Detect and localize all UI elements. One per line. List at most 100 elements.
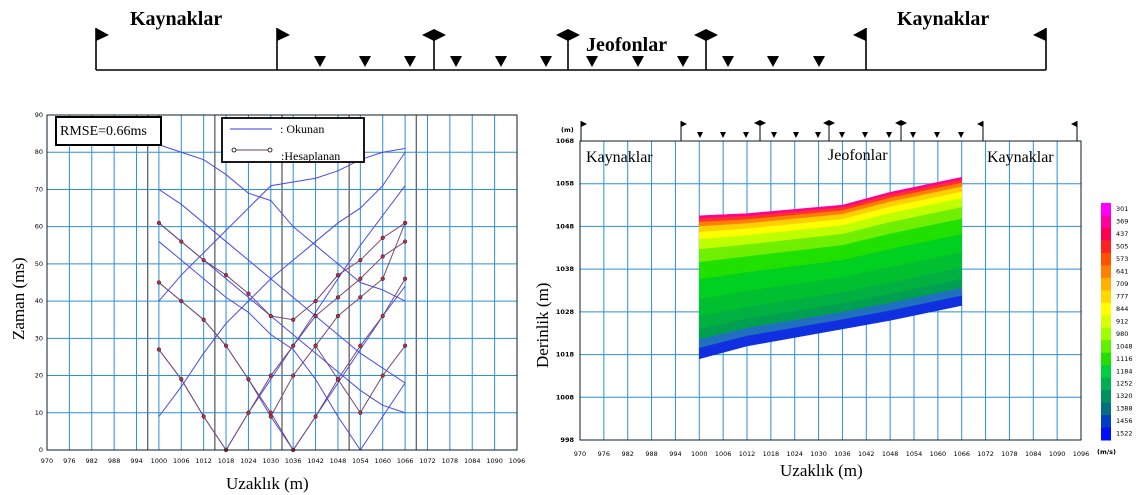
calculated-point — [268, 373, 273, 378]
left-xtick-label: 1024 — [240, 457, 257, 465]
calculated-point — [380, 254, 385, 259]
colorbar-label: 980 — [1116, 330, 1128, 338]
geophone-triangle-icon — [839, 132, 845, 138]
right-xtick-label: 1000 — [691, 450, 708, 458]
calculated-point — [291, 343, 296, 348]
geophone-triangle-icon — [697, 132, 703, 138]
calculated-point — [268, 414, 273, 419]
right-ytick-label: 1028 — [556, 308, 575, 316]
colorbar-label: 844 — [1116, 305, 1128, 313]
colorbar-label: 437 — [1116, 230, 1128, 238]
geophone-triangle-icon — [958, 132, 964, 138]
calculated-point — [179, 239, 184, 244]
right-xtick-label: 1030 — [810, 450, 827, 458]
geophone-triangle-icon — [743, 132, 749, 138]
velocity-band — [699, 295, 962, 360]
right-ytick-label: 1068 — [556, 137, 575, 145]
calculated-point — [358, 258, 363, 263]
source-flag-icon — [277, 28, 290, 41]
left-xtick-label: 1084 — [464, 457, 481, 465]
right-xtick-label: 982 — [622, 450, 634, 458]
left-ytick-label: 40 — [35, 297, 43, 305]
calculated-point — [335, 272, 341, 278]
colorbar-label: 1184 — [1116, 367, 1133, 375]
right-xtick-label: 1012 — [739, 450, 756, 458]
colorbar-label: 301 — [1116, 205, 1128, 213]
left-xtick-label: 1096 — [509, 457, 526, 465]
right-xtick-label: 1096 — [1073, 450, 1090, 458]
observed-series-line — [158, 151, 406, 417]
geophone-triangle-icon — [586, 56, 598, 67]
right-xtick-label: 976 — [598, 450, 610, 458]
right-geophones: Jeofonlar — [828, 147, 888, 164]
legend-box — [221, 117, 365, 163]
left-xtick-label: 1018 — [218, 457, 235, 465]
colorbar-label: 1320 — [1116, 392, 1133, 400]
calculated-point — [268, 313, 273, 319]
colorbar-swatch — [1101, 340, 1111, 354]
left-ytick-label: 20 — [35, 372, 43, 380]
geophone-triangle-icon — [886, 132, 892, 138]
colorbar-label: 369 — [1116, 218, 1128, 226]
left-xtick-label: 1042 — [307, 457, 324, 465]
colorbar-swatch — [1101, 203, 1111, 216]
calculated-point — [313, 299, 318, 304]
left-xtick-label: 1000 — [151, 457, 168, 465]
geophone-triangle-icon — [910, 132, 916, 138]
right-xtick-label: 970 — [574, 450, 586, 458]
colorbar-swatch — [1101, 377, 1111, 391]
geophone-triangle-icon — [632, 56, 644, 67]
top-symbols — [95, 28, 1047, 70]
colorbar-swatch — [1101, 290, 1111, 304]
left-xtick-label: 1030 — [263, 457, 280, 465]
colorbar-swatch — [1101, 352, 1111, 366]
traveltime-chart: 970 976 982 988 994 1000 1006 1012 1018 1024 1030 1… — [9, 111, 525, 493]
right-xtick-label: 1054 — [906, 450, 923, 458]
colorbar-swatch — [1101, 227, 1111, 241]
legend-calculated: :Hesaplanan — [281, 149, 340, 163]
right-xtick-label: 1042 — [858, 450, 875, 458]
left-xtick-label: 976 — [63, 457, 75, 465]
right-xtick-label: 1084 — [1025, 450, 1042, 458]
geophone-triangle-icon — [771, 132, 777, 138]
source-diamond-icon — [694, 29, 718, 41]
left-ytick-label: 50 — [35, 260, 43, 268]
calculated-point — [156, 220, 162, 226]
calculated-point — [358, 295, 363, 300]
legend-calc-marker-left — [231, 147, 237, 153]
source-flag-icon — [1071, 121, 1077, 127]
left-xtick-label: 994 — [130, 457, 142, 465]
geophone-triangle-icon — [862, 132, 868, 138]
colorbar-swatch — [1101, 415, 1111, 429]
left-xtick-label: 1054 — [352, 457, 369, 465]
left-series — [156, 144, 408, 453]
calculated-point — [156, 280, 162, 285]
calculated-series-line — [158, 222, 406, 321]
geophone-triangle-icon — [815, 132, 821, 138]
geophone-triangle-icon — [767, 56, 779, 67]
right-xtick-label: 1036 — [834, 450, 851, 458]
right-ytick-label: 1058 — [556, 180, 575, 188]
colorbar-label: 573 — [1116, 255, 1128, 263]
geophone-triangle-icon — [722, 56, 734, 67]
velocity-section-chart: 970 976 982 988 994 1000 1006 1012 1018 1024 1030 1… — [533, 120, 1133, 480]
calculated-point — [380, 276, 385, 281]
left-xtick-label: 988 — [108, 457, 120, 465]
calculated-point — [201, 414, 206, 419]
calculated-series-line — [158, 278, 406, 451]
left-ytick-label: 90 — [35, 111, 43, 119]
left-xtick-label: 1066 — [397, 457, 414, 465]
colorbar-label: 1522 — [1116, 430, 1133, 438]
source-flag-icon — [977, 121, 983, 127]
calculated-point — [380, 373, 385, 378]
left-ytick-label: 80 — [35, 148, 43, 156]
right-y-unit: (m) — [561, 126, 574, 134]
left-xtick-label: 1012 — [195, 457, 212, 465]
left-ytick-label: 70 — [35, 185, 43, 193]
source-flag-icon — [1033, 28, 1046, 41]
right-xtick-label: 1018 — [763, 450, 780, 458]
observed-series-line — [158, 144, 406, 302]
calculated-point — [402, 239, 408, 244]
right-xtick-label: 1048 — [882, 450, 899, 458]
left-xtick-label: 1078 — [442, 457, 459, 465]
